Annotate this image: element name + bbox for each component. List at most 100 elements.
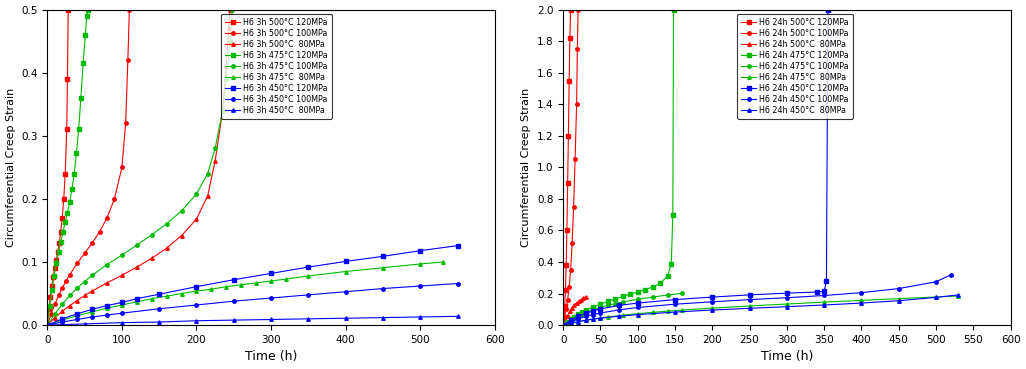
Line: H6 3h 450°C 120MPa: H6 3h 450°C 120MPa [45, 244, 460, 327]
H6 3h 500°C  80MPa [221, 64, 233, 69]
H6 3h 450°C 120MPa [228, 277, 240, 282]
H6 24h 500°C  80MPa [580, 294, 592, 299]
H6 24h 475°C  80MPa [930, 295, 942, 299]
H6 24h 475°C 120MPa [624, 292, 636, 296]
Line: H6 24h 500°C  80MPa: H6 24h 500°C 80MPa [561, 295, 587, 327]
H6 3h 475°C 120MPa [68, 172, 80, 176]
H6 3h 500°C 120MPa [60, 172, 72, 176]
H6 24h 450°C 120MPa [744, 293, 756, 297]
H6 3h 475°C  80MPa [436, 260, 448, 264]
H6 24h 450°C 120MPa [820, 279, 832, 283]
H6 24h 450°C 120MPa [706, 295, 718, 299]
H6 24h 450°C  80MPa [930, 295, 942, 300]
H6 3h 475°C  80MPa [160, 294, 172, 299]
H6 24h 450°C 100MPa [580, 314, 592, 319]
H6 3h 475°C 100MPa [224, 39, 236, 43]
H6 3h 475°C 100MPa [226, 7, 238, 12]
H6 3h 450°C 120MPa [191, 284, 203, 289]
H6 3h 475°C  80MPa [41, 323, 53, 327]
H6 3h 450°C 100MPa [191, 303, 203, 307]
H6 3h 450°C 100MPa [116, 311, 128, 315]
H6 3h 450°C 100MPa [265, 296, 277, 300]
H6 3h 500°C 100MPa [101, 215, 113, 220]
H6 3h 475°C 100MPa [216, 108, 229, 113]
H6 3h 500°C 120MPa [47, 274, 60, 279]
H6 3h 450°C  80MPa [451, 314, 464, 318]
H6 3h 450°C 120MPa [153, 292, 165, 296]
H6 24h 500°C 100MPa [567, 204, 580, 209]
H6 24h 450°C  80MPa [781, 304, 793, 309]
H6 3h 475°C 120MPa [45, 288, 57, 293]
H6 3h 500°C  80MPa [48, 315, 61, 320]
H6 24h 450°C  80MPa [580, 318, 592, 323]
H6 24h 475°C  80MPa [781, 302, 793, 306]
H6 24h 475°C 120MPa [587, 305, 599, 309]
H6 3h 500°C 120MPa [44, 294, 56, 299]
H6 3h 500°C 120MPa [54, 230, 67, 234]
H6 24h 500°C 100MPa [561, 298, 574, 302]
H6 3h 475°C 100MPa [209, 146, 222, 151]
H6 3h 450°C 120MPa [377, 254, 389, 259]
H6 24h 475°C 100MPa [617, 300, 629, 304]
H6 24h 475°C  80MPa [676, 308, 688, 312]
H6 3h 450°C 100MPa [71, 317, 83, 322]
H6 24h 475°C  80MPa [587, 317, 599, 321]
H6 3h 475°C 120MPa [66, 187, 78, 192]
H6 24h 475°C 120MPa [602, 299, 615, 304]
H6 24h 475°C 120MPa [576, 310, 588, 314]
H6 3h 450°C 100MPa [228, 299, 240, 303]
Line: H6 24h 450°C 100MPa: H6 24h 450°C 100MPa [561, 273, 953, 327]
H6 3h 450°C 100MPa [86, 315, 98, 319]
H6 3h 450°C 120MPa [71, 311, 83, 316]
H6 3h 500°C  80MPa [201, 194, 213, 198]
H6 24h 500°C 120MPa [561, 228, 574, 233]
H6 3h 500°C  80MPa [146, 256, 158, 261]
Line: H6 3h 500°C  80MPa: H6 3h 500°C 80MPa [45, 8, 232, 327]
H6 3h 450°C 100MPa [303, 293, 315, 297]
H6 24h 475°C 100MPa [646, 295, 659, 299]
H6 3h 500°C 100MPa [56, 286, 69, 290]
H6 3h 475°C 120MPa [64, 200, 76, 204]
H6 3h 475°C  80MPa [235, 283, 247, 287]
H6 3h 475°C 100MPa [78, 279, 90, 284]
H6 24h 450°C 120MPa [557, 323, 569, 327]
H6 3h 500°C  80MPa [41, 323, 53, 327]
H6 3h 475°C  80MPa [303, 274, 315, 278]
H6 24h 450°C  80MPa [818, 303, 830, 307]
H6 3h 500°C 120MPa [45, 284, 57, 288]
H6 3h 500°C 120MPa [51, 250, 64, 254]
H6 24h 450°C 120MPa [564, 318, 577, 323]
H6 24h 500°C  80MPa [563, 309, 576, 313]
H6 3h 500°C  80MPa [223, 26, 235, 31]
H6 3h 475°C  80MPa [86, 310, 98, 314]
Y-axis label: Circumferential Creep Strain: Circumferential Creep Strain [521, 88, 531, 247]
H6 24h 500°C 120MPa [564, 7, 577, 12]
H6 24h 450°C 120MPa [669, 297, 681, 302]
H6 24h 450°C 120MPa [571, 314, 584, 319]
H6 24h 475°C  80MPa [706, 306, 718, 310]
H6 24h 450°C 120MPa [632, 301, 644, 305]
H6 24h 475°C  80MPa [571, 320, 584, 324]
H6 24h 500°C 100MPa [557, 323, 569, 327]
H6 3h 500°C 120MPa [41, 323, 53, 327]
H6 3h 475°C  80MPa [221, 284, 233, 289]
H6 24h 500°C 100MPa [558, 315, 570, 320]
H6 3h 475°C 100MPa [160, 221, 172, 226]
Line: H6 24h 475°C 120MPa: H6 24h 475°C 120MPa [561, 8, 675, 327]
H6 24h 450°C 100MPa [930, 280, 942, 284]
H6 24h 475°C  80MPa [744, 304, 756, 308]
H6 24h 475°C 120MPa [609, 297, 622, 301]
H6 24h 500°C 100MPa [569, 157, 582, 162]
H6 3h 500°C 100MPa [78, 251, 90, 255]
H6 24h 475°C  80MPa [632, 311, 644, 316]
Legend: H6 3h 500°C 120MPa, H6 3h 500°C 100MPa, H6 3h 500°C  80MPa, H6 3h 475°C 120MPa, : H6 3h 500°C 120MPa, H6 3h 500°C 100MPa, … [222, 14, 331, 119]
H6 24h 500°C  80MPa [568, 303, 581, 307]
H6 24h 450°C 100MPa [613, 308, 625, 312]
H6 24h 475°C 120MPa [594, 302, 606, 306]
H6 24h 475°C 100MPa [602, 303, 615, 307]
Line: H6 24h 500°C 100MPa: H6 24h 500°C 100MPa [561, 8, 580, 327]
H6 3h 475°C 120MPa [81, 14, 93, 18]
H6 24h 475°C 120MPa [557, 323, 569, 327]
H6 24h 450°C 100MPa [945, 272, 957, 277]
H6 3h 475°C 120MPa [73, 127, 85, 132]
